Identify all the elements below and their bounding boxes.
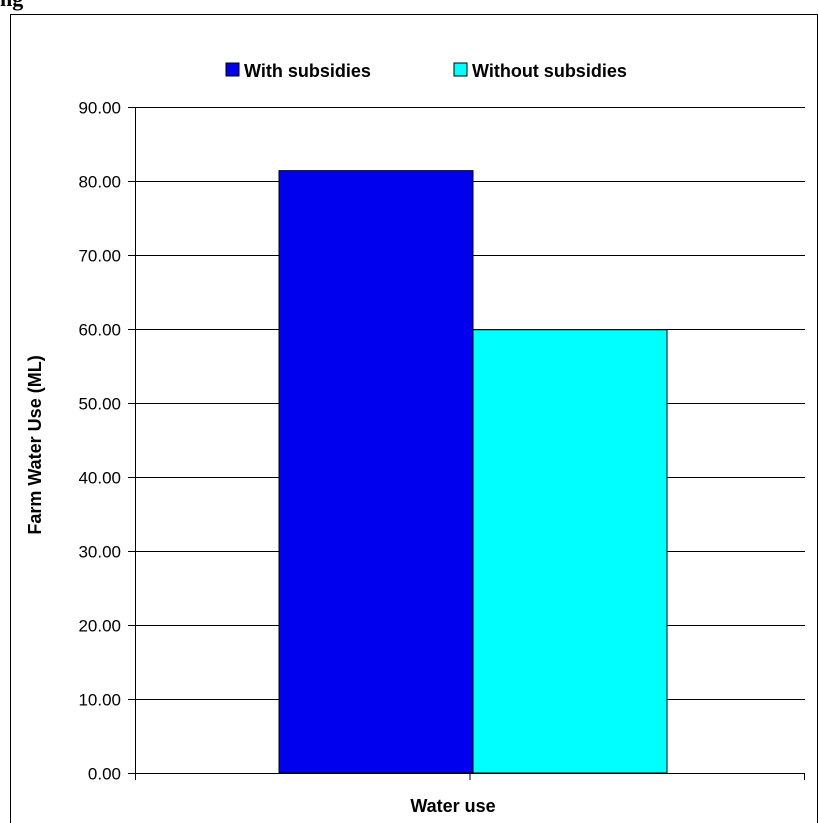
y-tick-label: 70.00 [78, 247, 121, 266]
legend-swatch-2 [453, 62, 468, 77]
y-tick-label: 20.00 [78, 617, 121, 636]
y-tick-label: 0.00 [88, 765, 121, 784]
bar-without-subsidies [472, 329, 668, 774]
header-fragment: ng [0, 0, 23, 12]
bar-with-subsidies [278, 170, 474, 774]
y-axis-label: Farm Water Use (ML) [25, 355, 45, 534]
legend-label-2: Without subsidies [472, 61, 627, 81]
y-tick-labels: 0.00 10.00 20.00 30.00 40.00 50.00 60.00 70.00 8… [78, 99, 121, 784]
legend-swatch-1 [225, 62, 240, 77]
x-axis-label: Water use [410, 796, 495, 816]
gridlines [135, 107, 805, 700]
legend-label-1: With subsidies [244, 61, 371, 81]
y-tick-label: 90.00 [78, 99, 121, 118]
y-tick-label: 60.00 [78, 321, 121, 340]
legend: With subsidies Without subsidies [225, 61, 627, 81]
y-tick-label: 10.00 [78, 691, 121, 710]
y-tick-label: 30.00 [78, 543, 121, 562]
bars [278, 170, 668, 774]
y-tick-label: 50.00 [78, 395, 121, 414]
y-tick-label: 40.00 [78, 469, 121, 488]
axes [128, 107, 805, 780]
y-tick-label: 80.00 [78, 173, 121, 192]
